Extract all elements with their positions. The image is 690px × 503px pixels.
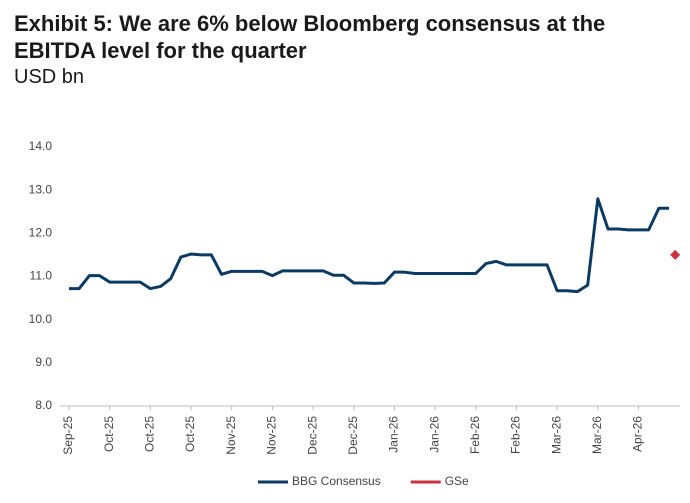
x-tick-label: Mar-26 <box>590 416 604 454</box>
legend-label: BBG Consensus <box>292 474 381 488</box>
y-tick-label: 9.0 <box>35 355 52 369</box>
x-tick-label: Apr-26 <box>631 416 645 452</box>
x-tick-label: Jan-26 <box>427 416 441 453</box>
x-tick-label: Dec-25 <box>346 416 360 455</box>
x-tick-label: Oct-25 <box>143 416 157 452</box>
x-tick-label: Dec-25 <box>305 416 319 455</box>
chart-subtitle: USD bn <box>14 66 85 88</box>
y-tick-label: 8.0 <box>35 398 52 412</box>
x-tick-label: Oct-25 <box>183 416 197 452</box>
y-tick-label: 11.0 <box>30 269 53 283</box>
diamond-marker <box>670 249 681 260</box>
legend-label: GSe <box>445 474 469 488</box>
y-tick-label: 10.0 <box>29 312 53 326</box>
x-tick-label: Jan-26 <box>387 416 401 453</box>
x-tick-label: Nov-25 <box>224 416 238 455</box>
series-line <box>69 197 670 294</box>
y-tick-label: 12.0 <box>29 226 53 240</box>
x-tick-label: Sep-25 <box>61 416 75 455</box>
x-tick-label: Mar-26 <box>549 416 563 454</box>
x-tick-label: Oct-25 <box>102 416 116 452</box>
x-tick-label: Feb-26 <box>468 416 482 454</box>
x-tick-label: Feb-26 <box>509 416 523 454</box>
x-tick-label: Nov-25 <box>265 416 279 455</box>
header: Exhibit 5: We are 6% below Bloomberg con… <box>14 10 674 89</box>
chart-title: Exhibit 5: We are 6% below Bloomberg con… <box>14 11 606 63</box>
y-tick-label: 13.0 <box>29 182 53 196</box>
y-tick-label: 14.0 <box>29 139 53 153</box>
